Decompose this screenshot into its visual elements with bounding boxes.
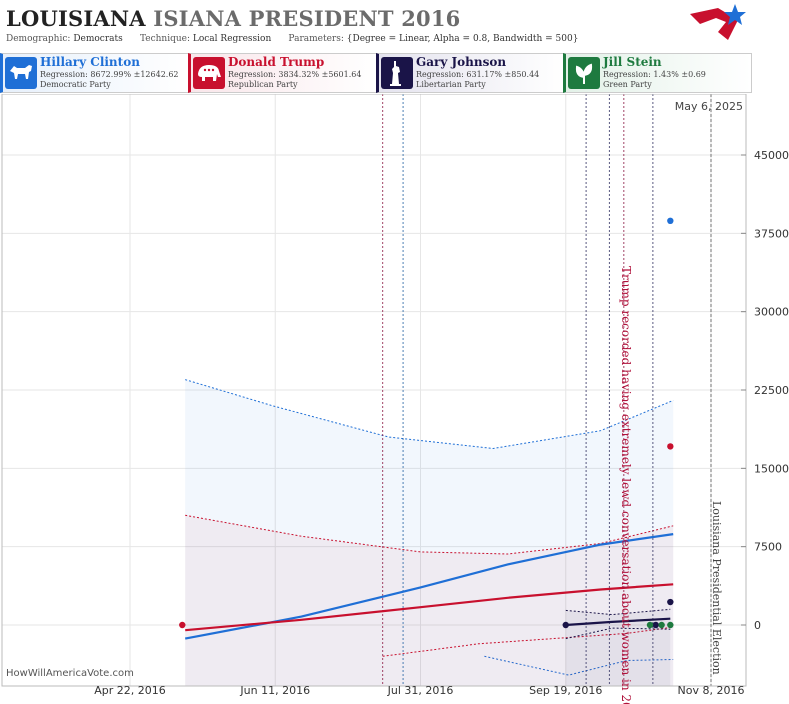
- upper-bound-line: [185, 514, 674, 555]
- candidate-party: Democratic Party: [40, 80, 111, 89]
- candidate-name: Hillary Clinton: [40, 55, 140, 69]
- y-tick-label: 45000: [754, 149, 789, 162]
- series-line: [184, 533, 674, 640]
- x-tick-label: Nov 8, 2016: [678, 684, 745, 697]
- parameters-line: Demographic: Democrats Technique: Local …: [6, 34, 578, 44]
- site-logo-icon: [690, 4, 746, 40]
- data-point: [562, 621, 569, 629]
- x-tick-label: Apr 22, 2016: [94, 684, 166, 697]
- data-point: [658, 621, 665, 629]
- candidate-name: Jill Stein: [603, 55, 662, 69]
- annotation-label: Trump recorded having extremely lewd con…: [619, 266, 633, 704]
- series-line: [185, 583, 674, 632]
- technique-value: Local Regression: [192, 34, 272, 44]
- chart-plot: 0 7500 15000 22500 30000 37500 45000 Apr 22, 20…: [1, 94, 789, 704]
- y-tick-label: 30000: [754, 306, 789, 319]
- candidate-card-clinton[interactable]: Hillary Clinton Regression: 8672.99% ±12…: [0, 53, 189, 93]
- x-tick-label: Jun 11, 2016: [239, 684, 310, 697]
- y-tick-label: 15000: [754, 462, 789, 475]
- lower-bound-line: [382, 626, 674, 657]
- demographic-value: Democrats: [73, 34, 123, 44]
- candidate-regression: Regression: 3834.32% ±5601.64: [228, 70, 362, 79]
- y-tick-label: 0: [754, 619, 761, 632]
- data-point: [667, 217, 674, 224]
- leaf-icon: [568, 57, 600, 89]
- series-line: [565, 617, 671, 627]
- confidence-band: [185, 515, 674, 686]
- candidate-regression: Regression: 1.43% ±0.69: [603, 70, 706, 79]
- confidence-band: [565, 609, 671, 686]
- data-point: [667, 443, 674, 450]
- confidence-band: [185, 379, 674, 686]
- y-tick-label: 7500: [754, 541, 782, 554]
- data-point: [667, 598, 674, 606]
- title-main: LOUISIANA: [6, 6, 146, 31]
- header: LOUISIANA ISIANA PRESIDENT 2016 Demograp…: [0, 0, 750, 52]
- candidate-name: Donald Trump: [228, 55, 325, 69]
- statue-of-liberty-icon: [381, 57, 413, 89]
- donkey-icon: [5, 57, 37, 89]
- title-sub: ISIANA PRESIDENT 2016: [153, 6, 461, 31]
- technique-label: Technique:: [139, 34, 190, 44]
- data-point: [646, 621, 654, 629]
- lower-bound-line: [484, 655, 674, 676]
- candidate-regression: Regression: 8672.99% ±12642.62: [40, 70, 179, 79]
- y-tick-label: 37500: [754, 227, 789, 240]
- watermark: HowWillAmericaVote.com: [6, 668, 134, 679]
- candidate-card-stein[interactable]: Jill Stein Regression: 1.43% ±0.69 Green…: [563, 53, 752, 93]
- candidate-party: Republican Party: [228, 80, 298, 89]
- y-tick-label: 22500: [754, 384, 789, 397]
- data-point: [667, 621, 674, 629]
- candidate-party: Libertarian Party: [416, 80, 486, 89]
- candidate-party: Green Party: [603, 80, 652, 89]
- parameters-label: Parameters:: [288, 34, 344, 44]
- candidate-name: Gary Johnson: [416, 55, 507, 69]
- candidate-legend: Hillary Clinton Regression: 8672.99% ±12…: [0, 53, 789, 93]
- data-point: [179, 621, 186, 629]
- date-label: May 6, 2025: [674, 100, 743, 113]
- candidate-regression: Regression: 631.17% ±850.44: [416, 70, 540, 79]
- elephant-icon: [193, 57, 225, 89]
- page-title: LOUISIANA ISIANA PRESIDENT 2016: [6, 6, 460, 31]
- upper-bound-line: [565, 608, 671, 616]
- x-tick-label: Jul 31, 2016: [387, 684, 454, 697]
- demographic-label: Demographic:: [6, 34, 71, 44]
- annotation-label: Louisiana Presidential Election: [710, 501, 723, 675]
- parameters-value: {Degree = Linear, Alpha = 0.8, Bandwidth…: [346, 34, 579, 44]
- candidate-card-trump[interactable]: Donald Trump Regression: 3834.32% ±5601.…: [188, 53, 377, 93]
- x-tick-label: Sep 19, 2016: [529, 684, 602, 697]
- candidate-card-johnson[interactable]: Gary Johnson Regression: 631.17% ±850.44…: [376, 53, 565, 93]
- data-point: [652, 621, 660, 629]
